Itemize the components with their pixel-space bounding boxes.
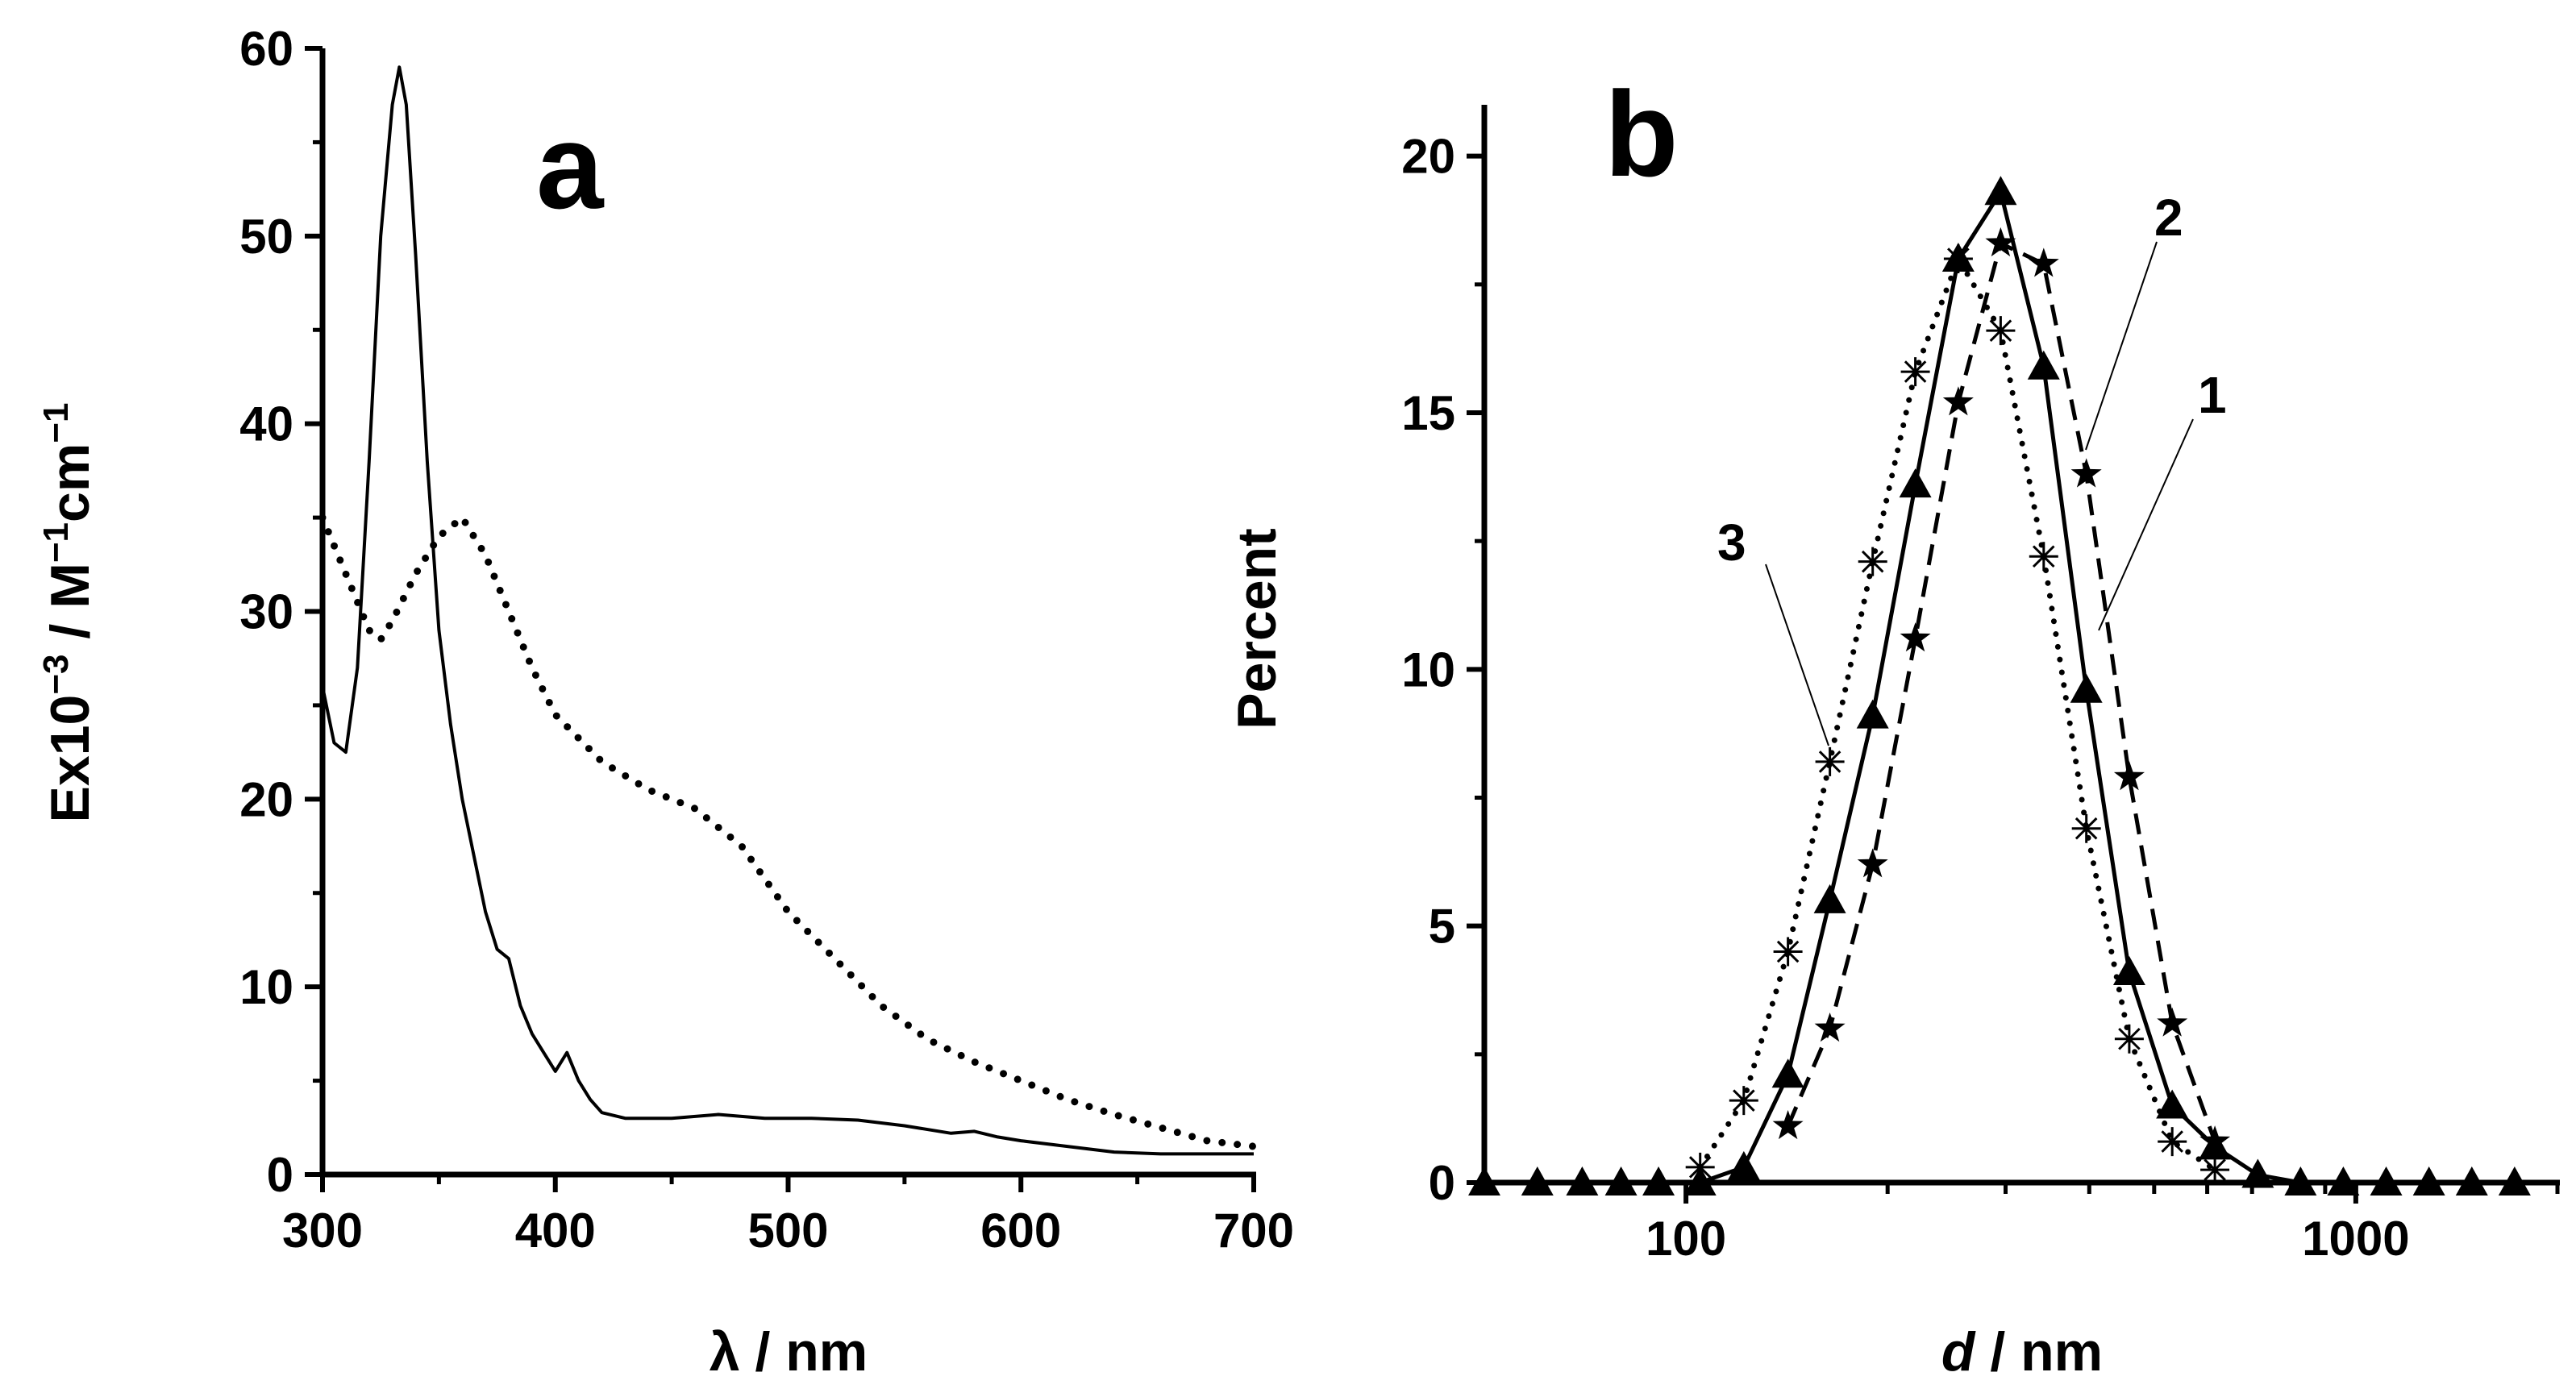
panel-b-series-2-point bbox=[1942, 386, 1974, 416]
panel-b-series-1-point bbox=[1856, 699, 1889, 729]
curve-1-label: 1 bbox=[2198, 366, 2227, 424]
panel-b-series-3-point bbox=[1943, 244, 1973, 273]
panel-a-y-tick-label: 10 bbox=[239, 960, 293, 1014]
panel-b-series-2-line bbox=[1786, 240, 2217, 1142]
curve-2-label: 2 bbox=[2154, 189, 2183, 247]
panel-b-series-1-point bbox=[1984, 176, 2017, 206]
label-1-leader bbox=[2098, 418, 2194, 631]
panel-b-y-tick-label: 20 bbox=[1401, 130, 1455, 184]
panel-b-series-2-point bbox=[2199, 1125, 2231, 1155]
panel-b-series-2-point bbox=[2157, 1007, 2188, 1037]
panel-b-series-3-point bbox=[1858, 547, 1887, 576]
panel-b-series-1-point bbox=[1771, 1058, 1804, 1088]
panel-b-series-1-point bbox=[2027, 350, 2060, 380]
panel-b-series-1-point bbox=[1899, 468, 1932, 498]
panel-b-series-3-point bbox=[1900, 357, 1930, 387]
panel-b-ticks bbox=[1467, 153, 2560, 1204]
panel-b-series-2-point bbox=[1772, 1110, 1804, 1140]
panel-b-series-2-point bbox=[2028, 247, 2059, 277]
panel-a-x-tick-label: 400 bbox=[515, 1204, 596, 1258]
panel-a-y-tick-label: 40 bbox=[239, 397, 293, 451]
panel-a-x-tick-label: 300 bbox=[282, 1204, 363, 1258]
panel-a-ticks bbox=[305, 46, 1256, 1192]
panel-b-series-1-point bbox=[2156, 1089, 2189, 1119]
panel-a: 300 400 500 600 700 0 10 20 30 40 50 60 a λ / nm Ex… bbox=[36, 22, 1294, 1383]
panel-a-x-tick-label: 600 bbox=[980, 1204, 1061, 1258]
panel-b-series-3-point bbox=[2071, 813, 2101, 843]
panel-a-y-tick-label: 0 bbox=[267, 1148, 293, 1202]
panel-a-series bbox=[318, 65, 1258, 1156]
panel-b-series-3-point bbox=[1729, 1086, 1758, 1116]
panel-a-series-solid bbox=[321, 65, 1254, 1156]
panel-b-series-2-point bbox=[1857, 848, 1888, 878]
panel-b-x-tick-label: 1000 bbox=[2302, 1212, 2409, 1266]
panel-b-series-2-point bbox=[1985, 227, 2016, 257]
panel-b-series-2-point bbox=[2070, 458, 2102, 488]
panel-a-tick-labels: 300 400 500 600 700 0 10 20 30 40 50 60 bbox=[239, 22, 1294, 1258]
panel-b-series bbox=[1468, 176, 2531, 1195]
panel-b-series-2-point bbox=[2113, 761, 2145, 791]
panel-a-label: a bbox=[536, 98, 605, 234]
label-3-leader bbox=[1765, 563, 1829, 746]
panel-b: 100 1000 0 5 10 15 20 b d / nm Percent 1 2 3 bbox=[1226, 66, 2560, 1383]
panel-b-series-1-point bbox=[1813, 884, 1846, 913]
panel-a-series-dotted bbox=[318, 514, 1258, 1150]
panel-b-x-axis-title: d / nm bbox=[1941, 1321, 2103, 1383]
panel-b-y-tick-label: 10 bbox=[1401, 642, 1455, 696]
panel-b-series-3-point bbox=[2029, 542, 2058, 572]
curve-3-label: 3 bbox=[1717, 514, 1746, 572]
panel-b-series-3-point bbox=[2200, 1155, 2230, 1185]
panel-a-y-tick-label: 50 bbox=[239, 210, 293, 264]
panel-a-y-tick-label: 20 bbox=[239, 772, 293, 826]
label-2-leader bbox=[2085, 241, 2158, 451]
panel-b-series-3-point bbox=[2114, 1024, 2144, 1054]
panel-b-series-2-point bbox=[1900, 622, 1931, 652]
panel-b-y-tick-label: 5 bbox=[1429, 900, 1455, 954]
panel-b-series-3-point bbox=[2158, 1127, 2187, 1157]
panel-b-series-3-point bbox=[1815, 746, 1845, 776]
panel-b-series-1-point bbox=[1727, 1150, 1760, 1180]
panel-a-y-tick-label: 30 bbox=[239, 585, 293, 639]
panel-b-tick-labels: 100 1000 0 5 10 15 20 bbox=[1401, 130, 2409, 1266]
panel-b-y-axis-title: Percent bbox=[1226, 528, 1288, 729]
panel-b-y-tick-label: 0 bbox=[1429, 1156, 1455, 1210]
panel-b-series-3-point bbox=[1773, 937, 1803, 967]
panel-b-y-tick-label: 15 bbox=[1401, 386, 1455, 440]
panel-b-series-1-point bbox=[2070, 673, 2103, 703]
panel-a-x-tick-label: 500 bbox=[747, 1204, 828, 1258]
panel-a-x-tick-label: 700 bbox=[1213, 1204, 1294, 1258]
panel-b-x-tick-label: 100 bbox=[1646, 1212, 1726, 1266]
panel-b-series-3-point bbox=[1986, 316, 2016, 346]
panel-b-series-3-point bbox=[1685, 1152, 1715, 1182]
panel-b-series-1-point bbox=[2112, 955, 2145, 985]
panel-b-series-2-point bbox=[1814, 1013, 1846, 1042]
panel-a-x-axis-title: λ / nm bbox=[710, 1321, 868, 1383]
panel-a-y-axis-title: Ex10−3 / M−1cm−1 bbox=[36, 403, 101, 823]
panel-a-y-tick-label: 60 bbox=[239, 22, 293, 76]
panel-b-label: b bbox=[1604, 66, 1679, 202]
